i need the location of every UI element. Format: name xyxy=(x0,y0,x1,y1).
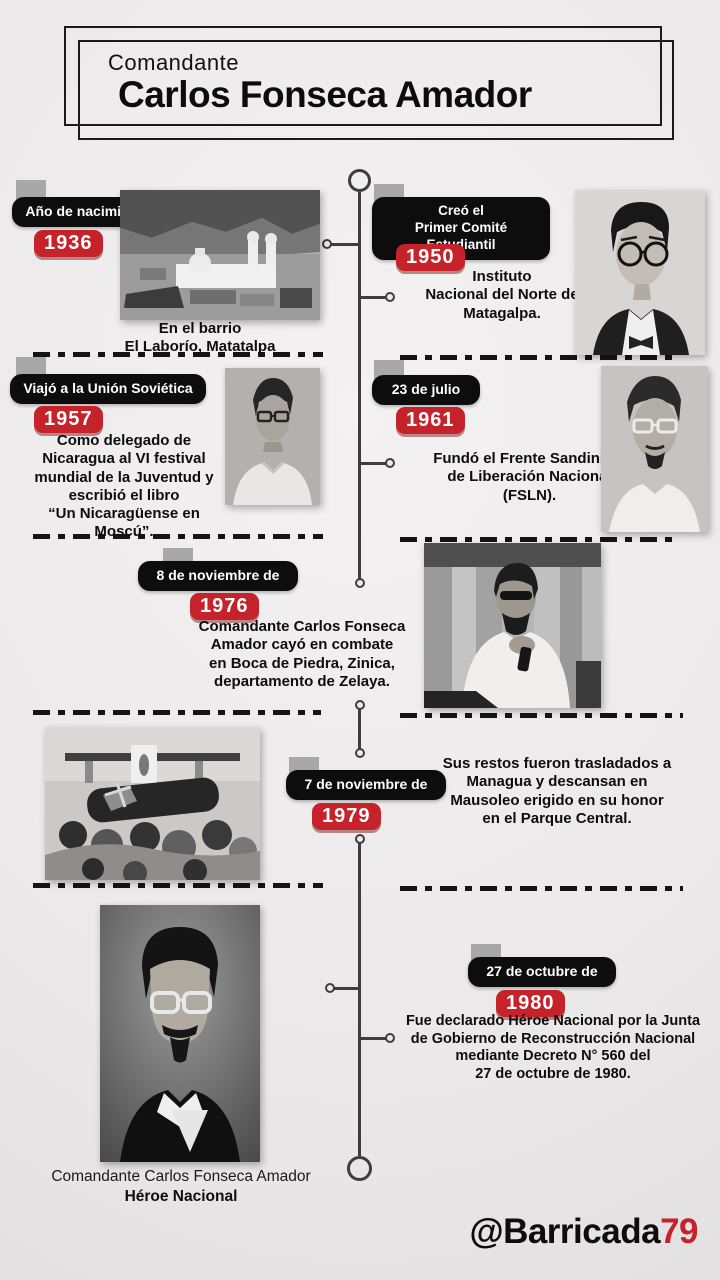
event-label-1957: Viajó a la Unión Soviética xyxy=(10,374,206,404)
separator-row2-left xyxy=(33,534,323,539)
connector-1936-line xyxy=(331,243,359,246)
separator-row1-right xyxy=(400,355,678,360)
connector-1980-dot xyxy=(385,1033,395,1043)
fsln-founder-illustration xyxy=(601,366,708,532)
header-frame-front xyxy=(78,40,674,140)
separator-row3-left xyxy=(33,710,321,715)
young-fonseca-illustration xyxy=(575,190,705,355)
separator-row4-right xyxy=(400,886,683,891)
matagalpa-town-illustration xyxy=(120,190,320,320)
event-label-1976: 8 de noviembre de xyxy=(138,561,298,591)
timeline-start-circle xyxy=(348,169,371,192)
timeline-node-dot xyxy=(355,578,365,588)
separator-row2-right xyxy=(400,537,678,542)
event-text-1979: Sus restos fueron trasladados a Managua … xyxy=(442,755,672,827)
header-pretitle: Comandante xyxy=(108,50,239,75)
connector-1980-portrait-dot xyxy=(325,983,335,993)
funeral-procession-illustration xyxy=(45,727,260,880)
event-label-1980: 27 de octubre de xyxy=(468,957,616,987)
event-year-1950: 1950 xyxy=(396,244,465,271)
connector-1961-dot xyxy=(385,458,395,468)
photo-1950-young-portrait xyxy=(575,190,705,355)
event-year-1936: 1936 xyxy=(34,230,103,257)
header-frame-back xyxy=(64,26,662,126)
photo-1957-delegate xyxy=(225,368,320,505)
event-caption-1936: En el barrio El Laborío, Matatalpa xyxy=(124,320,276,356)
connector-1950-line xyxy=(361,296,387,299)
credit-handle: @Barricada79 xyxy=(469,1212,698,1252)
photo-1979-funeral-procession xyxy=(45,727,260,880)
portrait-heroe-nacional xyxy=(100,905,260,1162)
event-text-1980: Fue declarado Héroe Nacional por la Junt… xyxy=(405,1013,701,1083)
timeline-end-circle xyxy=(347,1156,372,1181)
event-year-1976: 1976 xyxy=(190,593,259,620)
credit-handle-suffix: 79 xyxy=(660,1212,698,1251)
portrait-caption-line1: Comandante Carlos Fonseca Amador xyxy=(51,1168,311,1185)
event-text-1976: Comandante Carlos Fonseca Amador cayó en… xyxy=(198,618,406,690)
timeline-node-dot xyxy=(355,748,365,758)
photo-1961-fsln-founder xyxy=(601,366,708,532)
separator-row3-right xyxy=(400,713,683,718)
photo-1976-comandante-speaking xyxy=(424,543,601,708)
comandante-speaking-illustration xyxy=(424,543,601,708)
event-label-1979: 7 de noviembre de xyxy=(286,770,446,800)
credit-handle-name: @Barricada xyxy=(469,1212,661,1251)
event-year-1957: 1957 xyxy=(34,406,103,433)
event-year-1961: 1961 xyxy=(396,407,465,434)
connector-1950-dot xyxy=(385,292,395,302)
timeline-line-middle xyxy=(358,709,361,749)
connector-1936-dot xyxy=(322,239,332,249)
heroe-nacional-illustration xyxy=(100,905,260,1162)
event-label-1961: 23 de julio xyxy=(372,375,480,405)
delegate-illustration xyxy=(225,368,320,505)
connector-1961-line xyxy=(361,462,387,465)
connector-1980-portrait-line xyxy=(334,987,360,990)
event-text-1950: Instituto Nacional del Norte de Matagalp… xyxy=(425,268,579,322)
separator-row4-left xyxy=(33,883,323,888)
photo-1936-matagalpa-town xyxy=(120,190,320,320)
portrait-caption-line2: Héroe Nacional xyxy=(124,1188,238,1205)
event-year-1979: 1979 xyxy=(312,803,381,830)
timeline-line-bottom xyxy=(358,843,361,1156)
connector-1980-line xyxy=(361,1037,387,1040)
separator-row1-left xyxy=(33,352,323,357)
event-year-1980: 1980 xyxy=(496,990,565,1017)
event-text-1957: Como delegado de Nicaragua al VI festiva… xyxy=(34,432,214,541)
timeline-line-top xyxy=(358,192,361,579)
header-title: Carlos Fonseca Amador xyxy=(118,74,532,115)
